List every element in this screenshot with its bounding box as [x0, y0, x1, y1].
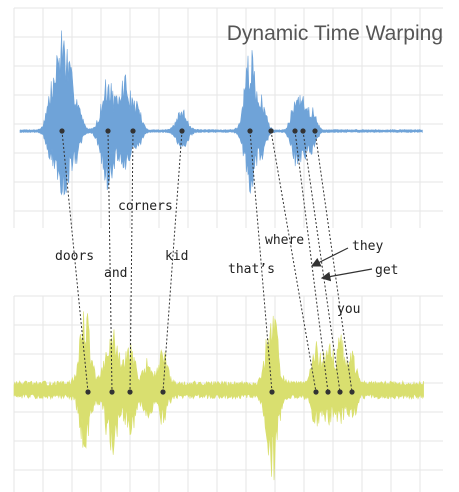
top-dot-kid	[179, 128, 185, 134]
bottom-dot-they	[325, 389, 331, 395]
bottom-dot-kid	[160, 389, 166, 395]
word-label-and: and	[104, 266, 127, 281]
bottom-dot-thats	[269, 389, 275, 395]
diagram-title: Dynamic Time Warping	[227, 22, 443, 45]
word-label-corners: corners	[118, 199, 173, 214]
bottom-dot-corners	[127, 389, 133, 395]
bottom-dot-where	[313, 389, 319, 395]
word-label-you: you	[337, 302, 360, 317]
connector-corners	[129, 130, 134, 393]
top-panel-grid	[13, 7, 443, 228]
word-label-they: they	[352, 239, 383, 254]
bottom-dot-doors	[85, 389, 91, 395]
word-label-get: get	[375, 263, 398, 278]
top-dot-get	[300, 128, 306, 134]
top-dot-thats	[247, 128, 253, 134]
alignment-dots	[59, 128, 355, 395]
bottom-dot-you	[349, 389, 355, 395]
word-label-where: where	[265, 233, 304, 248]
bottom-dot-and	[109, 389, 115, 395]
bottom-waveform	[13, 311, 424, 481]
top-dot-where	[268, 128, 274, 134]
top-dot-corners	[130, 128, 136, 134]
top-dot-and	[105, 128, 111, 134]
connector-and	[107, 130, 113, 393]
top-dot-they	[292, 128, 298, 134]
top-dot-doors	[59, 128, 65, 134]
alignment-connectors	[61, 130, 353, 393]
word-label-kid: kid	[165, 249, 188, 264]
connector-where	[270, 130, 317, 393]
bottom-dot-get	[337, 389, 343, 395]
they-arrow	[310, 247, 349, 267]
top-dot-you	[312, 128, 318, 134]
word-label-thats: that’s	[228, 262, 275, 277]
connector-they	[294, 130, 329, 393]
word-label-doors: doors	[55, 249, 94, 264]
get-arrow	[320, 268, 373, 282]
top-waveform	[19, 30, 423, 196]
